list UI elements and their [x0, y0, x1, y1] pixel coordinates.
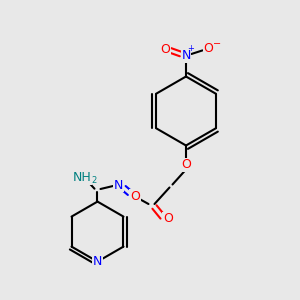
Text: NH: NH — [73, 171, 92, 184]
Text: N: N — [181, 49, 191, 62]
Text: +: + — [188, 44, 194, 53]
Text: N: N — [93, 255, 102, 268]
Text: O: O — [163, 212, 173, 226]
Text: N: N — [114, 178, 123, 192]
Text: −: − — [213, 39, 221, 49]
Text: O: O — [181, 158, 191, 172]
Text: O: O — [204, 41, 213, 55]
Text: O: O — [130, 190, 140, 203]
Text: O: O — [160, 43, 170, 56]
Text: 2: 2 — [91, 176, 97, 185]
